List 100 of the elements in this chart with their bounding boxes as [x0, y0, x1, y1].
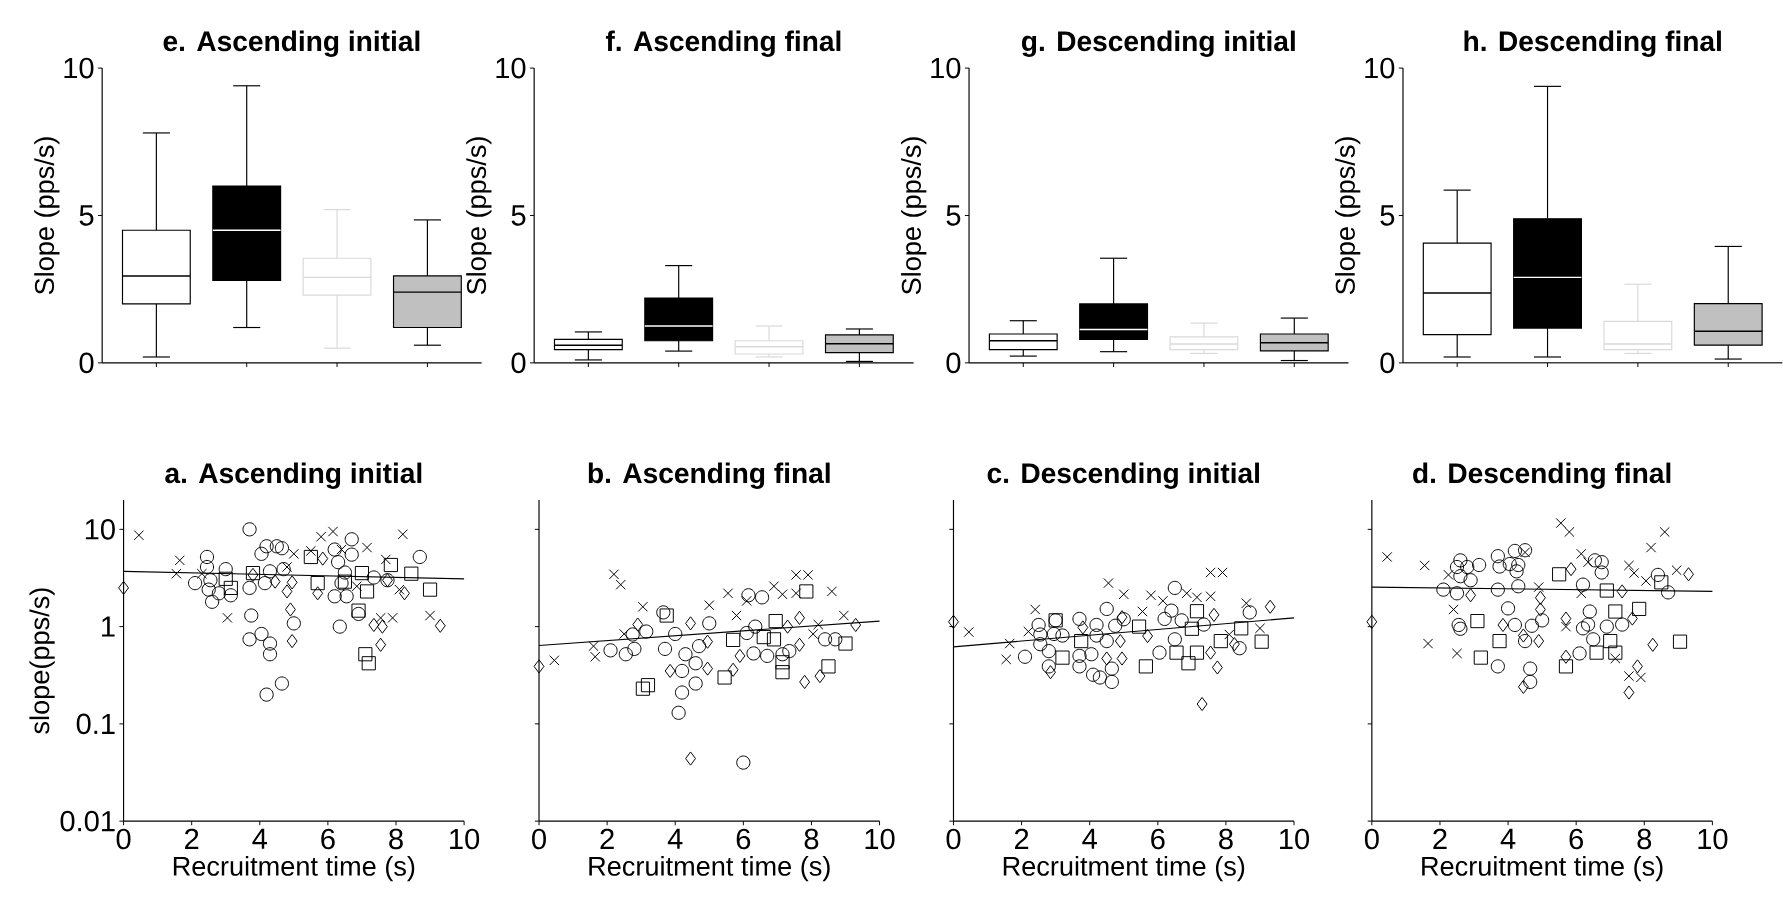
point	[1576, 548, 1587, 560]
point	[674, 664, 690, 679]
point	[1623, 685, 1635, 700]
point	[1523, 674, 1538, 690]
point	[1552, 567, 1567, 582]
point	[361, 542, 373, 553]
point	[1645, 542, 1657, 553]
point	[1086, 667, 1101, 682]
point	[1650, 567, 1665, 583]
x-tick-label: 8	[804, 828, 819, 850]
point	[286, 616, 301, 631]
x-axis-title: Recruitment time (s)	[173, 856, 415, 882]
point	[1564, 526, 1575, 538]
point	[205, 594, 220, 610]
point	[777, 589, 788, 600]
point	[640, 678, 656, 693]
point	[1589, 645, 1604, 660]
point	[286, 634, 298, 649]
point	[608, 569, 620, 580]
x-tick-label: 6	[1569, 828, 1583, 850]
chart-title: e. Ascending initial	[163, 30, 420, 58]
point	[1534, 590, 1546, 605]
point	[1116, 651, 1128, 666]
point	[222, 612, 233, 624]
y-tick-label: 0	[1380, 352, 1395, 374]
point	[1451, 648, 1463, 659]
point	[1089, 628, 1104, 643]
point	[533, 659, 545, 674]
x-tick-label: 6	[736, 828, 751, 850]
y-axis-title: slope(pps/s)	[29, 588, 55, 734]
y-tick-label: 10	[931, 57, 961, 79]
point	[739, 626, 754, 641]
point	[1157, 611, 1172, 627]
point	[782, 644, 797, 659]
point	[327, 542, 342, 557]
chart-title: c. Descending initial	[987, 462, 1259, 490]
point	[274, 676, 289, 691]
point	[637, 601, 649, 613]
x-tick-label: 0	[1364, 828, 1379, 850]
y-tick-label: 10	[64, 57, 94, 79]
point	[664, 664, 676, 679]
point	[171, 568, 182, 579]
point	[344, 547, 359, 562]
point	[1211, 660, 1223, 675]
point	[1497, 618, 1509, 633]
point	[963, 627, 974, 638]
point	[242, 632, 257, 647]
point	[344, 532, 359, 547]
point	[1072, 611, 1087, 627]
point	[1647, 637, 1659, 653]
point	[674, 685, 690, 700]
x-axis-title: Recruitment time (s)	[1422, 856, 1663, 882]
point	[717, 670, 732, 685]
chart-title: a. Ascending initial	[165, 462, 422, 490]
point	[1045, 665, 1056, 680]
x-axis-title: Recruitment time (s)	[589, 856, 830, 882]
point	[1101, 651, 1113, 666]
point	[657, 641, 673, 657]
point	[691, 639, 707, 654]
point	[201, 582, 216, 597]
x-tick-label: 2	[185, 828, 199, 850]
point	[358, 647, 373, 662]
point	[1587, 553, 1602, 568]
point	[276, 562, 291, 577]
point	[1041, 659, 1056, 674]
point	[310, 576, 325, 591]
point	[807, 628, 819, 640]
point	[1104, 674, 1119, 690]
point	[1448, 604, 1459, 615]
point	[1603, 634, 1618, 649]
point	[259, 687, 274, 702]
y-tick-label: 0.1	[76, 713, 115, 735]
y-axis-title: Slope (pps/s)	[466, 137, 492, 295]
point	[1023, 626, 1034, 637]
point	[375, 637, 387, 653]
point	[1507, 618, 1522, 633]
x-tick-label: 2	[1014, 828, 1029, 850]
point	[312, 586, 324, 601]
point	[748, 619, 763, 634]
y-tick-label: 5	[511, 205, 526, 226]
point	[1472, 558, 1487, 573]
point	[281, 584, 293, 599]
point	[1254, 623, 1266, 634]
point	[702, 634, 714, 649]
point	[1683, 567, 1694, 582]
x-tick-label: 8	[1219, 828, 1233, 850]
x-tick-label: 0	[116, 828, 131, 850]
point	[288, 548, 299, 560]
point	[1017, 649, 1033, 664]
point	[1046, 627, 1062, 642]
point	[380, 554, 391, 565]
point	[327, 589, 342, 604]
point	[671, 705, 686, 721]
point	[1366, 614, 1378, 630]
point	[1104, 661, 1119, 676]
point	[1599, 619, 1614, 634]
y-tick-label: 10	[1365, 57, 1395, 79]
point	[1523, 661, 1538, 676]
point	[1492, 559, 1507, 574]
point	[412, 550, 427, 565]
